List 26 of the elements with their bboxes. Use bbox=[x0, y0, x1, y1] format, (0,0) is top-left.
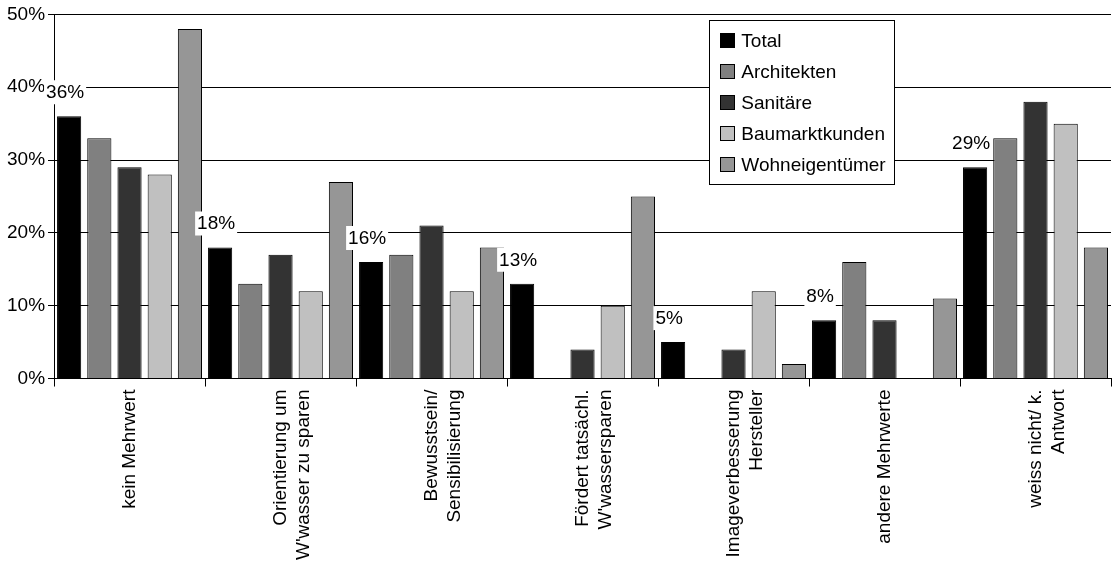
data-label: 8% bbox=[806, 285, 834, 307]
data-label: 13% bbox=[499, 248, 538, 270]
x-tick-label: Bewusstsein/ Sensibilisierung bbox=[419, 388, 464, 523]
x-tick-label: weiss nicht/ k. Antwort bbox=[1023, 388, 1068, 509]
x-tick-label: kein Mehrwert bbox=[117, 388, 139, 509]
y-tick-label: 10% bbox=[7, 293, 46, 315]
y-tick-label: 20% bbox=[7, 221, 46, 243]
x-tick-label: Imageverbesserung Hersteller bbox=[721, 388, 766, 558]
data-label: 16% bbox=[348, 226, 387, 248]
y-tick-label: 30% bbox=[7, 148, 46, 170]
y-tick-label: 40% bbox=[7, 75, 46, 97]
legend-label: Baumarktkunden bbox=[741, 122, 885, 147]
legend-label: Architekten bbox=[741, 60, 837, 85]
legend-label: Wohneigentümer bbox=[741, 153, 886, 178]
y-tick-label: 50% bbox=[7, 2, 46, 24]
data-label: 18% bbox=[197, 212, 236, 234]
bar bbox=[661, 342, 686, 379]
legend-label: Total bbox=[741, 29, 782, 54]
data-label: 5% bbox=[655, 306, 683, 328]
x-tick-label: Fördert tatsächl. W'wassersparen bbox=[570, 389, 615, 530]
x-tick-label: andere Mehrwerte bbox=[872, 389, 894, 544]
bar bbox=[812, 320, 837, 379]
y-tick-label: 0% bbox=[17, 366, 46, 388]
data-label: 36% bbox=[46, 81, 85, 103]
legend-label: Sanitäre bbox=[741, 91, 813, 116]
data-label: 29% bbox=[952, 132, 991, 154]
